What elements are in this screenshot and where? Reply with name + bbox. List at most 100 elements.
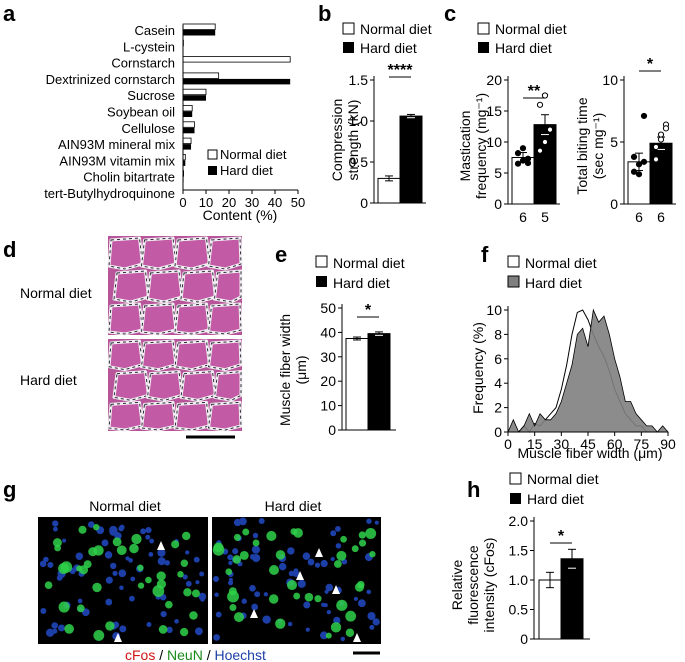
- panel-e-y-tick-label: 30: [320, 349, 336, 365]
- panel-g-neuron: [137, 582, 145, 589]
- panel-d-fiber-outline: [174, 340, 211, 371]
- panel-b-y-tick-label: 0.5: [349, 154, 369, 170]
- panel-g-nucleus: [56, 574, 63, 581]
- panel-g-neuron: [286, 580, 298, 591]
- panel-c2-point-normal: [640, 158, 648, 165]
- panel-a-legend-normal-label: Normal diet: [220, 147, 287, 162]
- panel-g-neuron: [179, 627, 189, 637]
- panel-d-fiber-outline: [180, 371, 217, 401]
- panel-g-nucleus: [164, 560, 170, 566]
- panel-g-nucleus: [58, 624, 65, 632]
- panel-g-nucleus: [333, 616, 341, 625]
- panel-g-neuron: [105, 621, 115, 631]
- panel-a-bar-hard: [183, 30, 216, 36]
- panel-c-legend-normal-swatch: [477, 22, 490, 35]
- panel-d-fiber-outline: [213, 371, 242, 401]
- panel-g-nucleus: [174, 619, 179, 624]
- panel-b-chart: Normal diet Hard diet Compression streng…: [329, 21, 432, 211]
- panel-g-neuron: [358, 539, 367, 547]
- panel-c2-point-normal: [630, 153, 638, 160]
- panel-d-row1-label: Normal diet: [20, 285, 92, 301]
- panel-f-x-tick-label: 60: [607, 436, 623, 452]
- panel-h-ylabel-line2: fluorescence: [465, 545, 481, 625]
- panel-g-nucleus: [128, 557, 133, 563]
- panel-letter-e: e: [275, 242, 287, 267]
- panel-f-x-tick-label: 75: [634, 436, 650, 452]
- panel-b-y-tick-label: 0: [360, 195, 368, 211]
- panel-c1-point-hard: [536, 147, 544, 154]
- panel-a-category-label: Cellulose: [122, 121, 175, 136]
- panel-c1-significance-label: **: [528, 83, 541, 100]
- panel-c1-y-tick-label: 15: [486, 103, 502, 119]
- panel-g-nucleus: [353, 596, 358, 601]
- panel-a-x-tick-label: 50: [291, 195, 305, 210]
- panel-f-x-tick-label: 45: [580, 436, 596, 452]
- panel-letter-h: h: [467, 477, 480, 502]
- panel-g-nucleus: [305, 627, 310, 632]
- panel-a-category-label: L-cystein: [123, 39, 175, 54]
- panel-g-nucleus: [52, 628, 58, 634]
- panel-g-neuron: [290, 528, 298, 535]
- panel-c-legend-hard-swatch: [478, 42, 489, 53]
- panel-d-fiber-outline: [108, 401, 144, 431]
- panel-g-nucleus: [129, 595, 135, 602]
- panel-f-x-tick-label: 15: [527, 436, 543, 452]
- panel-letter-a: a: [3, 1, 16, 26]
- panel-b-y-tick-label: 1.0: [349, 113, 369, 129]
- panel-c1-point-normal: [524, 159, 532, 167]
- panel-g-neuron: [137, 564, 144, 572]
- panel-a-category-label: AIN93M mineral mix: [58, 137, 176, 152]
- panel-g-nucleus: [157, 548, 166, 557]
- panel-f-legend-hard-swatch: [507, 275, 520, 288]
- panel-c2-point-hard: [652, 143, 660, 151]
- panel-d-row2-label: Hard diet: [20, 372, 77, 388]
- panel-g-nucleus: [252, 554, 261, 563]
- panel-e-y-tick-label: 0: [328, 422, 336, 438]
- panel-g-right-title: Hard diet: [265, 498, 322, 514]
- panel-g-nucleus: [52, 520, 59, 527]
- panel-c-chart: Normal diet Hard diet Mastication freque…: [457, 21, 676, 225]
- panel-g-nucleus: [278, 562, 287, 571]
- panel-g-nucleus: [263, 592, 269, 597]
- panel-g-neuron: [177, 571, 184, 578]
- panel-c1-y-tick-label: 0: [494, 196, 502, 212]
- panel-c1-ylabel-line2: frequency (mg⁻¹): [473, 93, 489, 199]
- panel-f-y-tick-label: 2: [494, 400, 502, 416]
- panel-g-neuron: [293, 592, 301, 600]
- panel-d-fiber-outline: [140, 340, 177, 371]
- panel-d-muscle-fiber: [173, 400, 211, 432]
- panel-letter-g: g: [3, 477, 16, 502]
- panel-g-neuron: [52, 538, 62, 548]
- panel-g-nucleus: [252, 532, 259, 539]
- panel-g-neuron: [365, 527, 377, 539]
- panel-a-x-tick-label: 30: [245, 195, 259, 210]
- panel-g-nucleus: [75, 552, 84, 560]
- panel-g-arrowhead: [157, 541, 165, 550]
- panel-g-caption: cFos / NeuN / Hoechst: [125, 647, 266, 662]
- panel-d-fiber-outline: [207, 303, 242, 335]
- panel-c1-point-hard: [541, 138, 549, 146]
- panel-g-neuron: [93, 629, 105, 641]
- panel-g-neuron: [182, 531, 191, 541]
- panel-d-muscle-fiber: [173, 236, 211, 271]
- panel-a-xlabel: Content (%): [203, 207, 278, 223]
- panel-a-legend-normal-swatch: [207, 149, 218, 160]
- panel-g-nucleus: [118, 569, 127, 578]
- panel-e-legend-hard-swatch: [316, 276, 327, 287]
- panel-g-neuron: [158, 625, 168, 634]
- panel-h-chart: Normal diet Hard diet Relative fluoresce…: [449, 471, 599, 647]
- panel-c2-y-tick-label: 10: [602, 72, 618, 88]
- panel-c1-ylabel-line1: Mastication: [457, 111, 473, 182]
- panel-h-y-tick-label: 1.5: [509, 543, 529, 559]
- panel-d-fiber-outline: [174, 401, 211, 431]
- panel-f-legend-normal-label: Normal diet: [525, 255, 597, 271]
- panel-c1-point-normal: [519, 145, 527, 152]
- panel-g-nucleus: [62, 538, 67, 543]
- panel-g-neuron: [76, 604, 85, 613]
- panel-g-neuron: [351, 545, 359, 553]
- panel-e-ylabel-line1: Muscle fiber width: [277, 314, 293, 426]
- panel-g-nucleus: [366, 589, 372, 595]
- panel-g-nucleus: [369, 624, 375, 630]
- panel-b-legend-normal-swatch: [342, 22, 355, 35]
